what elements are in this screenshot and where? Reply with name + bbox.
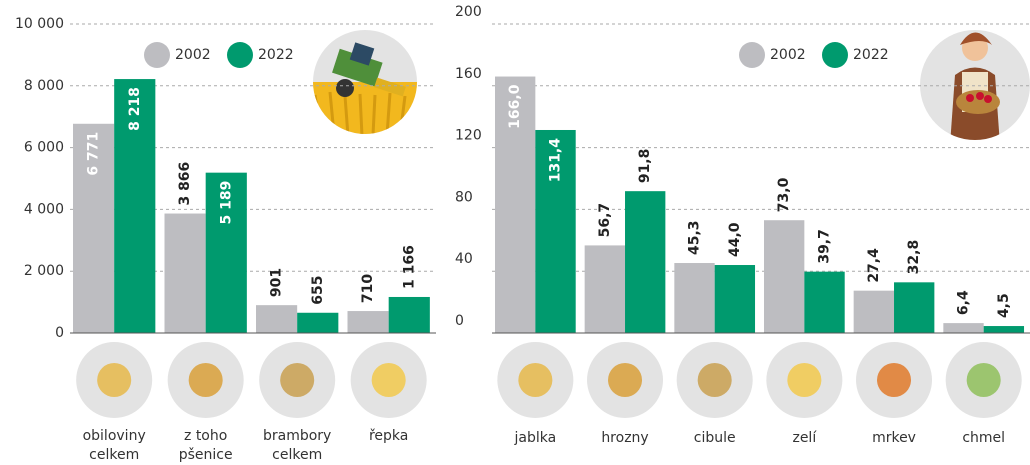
bar	[114, 79, 156, 333]
bar	[495, 76, 536, 333]
legend-swatch	[822, 42, 848, 68]
category-icon-detail	[787, 363, 822, 397]
bar	[347, 311, 389, 333]
bar	[943, 323, 984, 333]
y-tick-label: 0	[455, 313, 464, 329]
y-tick-label: 80	[455, 189, 473, 205]
bar	[764, 220, 805, 333]
x-tick-label: brambory	[263, 428, 331, 444]
y-tick-label: 2 000	[24, 263, 64, 279]
value-label: 73,0	[776, 177, 792, 212]
legend-label: 2002	[770, 47, 806, 63]
value-label: 710	[360, 274, 376, 303]
y-tick-label: 6 000	[24, 140, 64, 156]
value-label: 44,0	[727, 222, 743, 257]
value-label: 3 866	[177, 162, 193, 206]
bar	[625, 191, 666, 333]
bar	[297, 312, 339, 333]
bar	[535, 129, 576, 333]
bar	[714, 265, 756, 333]
legend-label: 2022	[258, 47, 294, 63]
x-tick-label: pšenice	[179, 447, 233, 463]
x-tick-label: celkem	[89, 447, 139, 463]
value-label: 45,3	[687, 220, 703, 255]
value-label: 91,8	[637, 149, 653, 184]
category-icon-detail	[371, 363, 406, 397]
bar	[164, 213, 206, 333]
x-tick-label: chmel	[962, 430, 1005, 446]
value-label: 4,5	[996, 293, 1012, 318]
category-icon-detail	[966, 363, 1001, 397]
bar	[674, 263, 715, 333]
value-label: 27,4	[866, 248, 882, 283]
y-tick-label: 200	[455, 4, 482, 20]
bar	[205, 172, 247, 333]
x-tick-label: mrkev	[872, 430, 916, 446]
y-tick-label: 160	[455, 66, 482, 82]
category-icon-detail	[188, 363, 223, 397]
bar	[73, 123, 115, 334]
bar	[256, 305, 298, 333]
y-tick-label: 8 000	[24, 78, 64, 94]
category-icon-detail	[608, 363, 643, 397]
bar	[388, 296, 430, 333]
category-icon-detail	[518, 363, 553, 397]
bar	[853, 290, 895, 333]
value-label: 6 771	[86, 132, 102, 176]
legend-swatch	[227, 42, 253, 68]
x-tick-label: zelí	[792, 430, 817, 446]
x-tick-label: celkem	[272, 447, 322, 463]
value-label: 32,8	[906, 240, 922, 275]
y-tick-label: 40	[455, 251, 473, 267]
legend-label: 2022	[853, 47, 889, 63]
legend-swatch	[144, 42, 170, 68]
value-label: 56,7	[597, 203, 613, 238]
value-label: 166,0	[507, 84, 523, 129]
x-tick-label: z toho	[184, 428, 227, 444]
value-label: 5 189	[218, 181, 234, 225]
x-tick-label: hrozny	[601, 430, 648, 446]
value-label: 39,7	[817, 229, 833, 264]
value-label: 655	[310, 276, 326, 305]
category-icon-detail	[877, 363, 912, 397]
y-tick-label: 0	[55, 325, 64, 341]
y-tick-label: 4 000	[24, 201, 64, 217]
value-label: 901	[269, 268, 285, 297]
x-tick-label: řepka	[369, 428, 408, 444]
bar	[584, 245, 626, 333]
value-label: 8 218	[127, 87, 143, 131]
category-icon-detail	[697, 363, 732, 397]
legend-swatch	[739, 42, 765, 68]
value-label: 131,4	[548, 138, 564, 183]
bar	[894, 282, 935, 333]
value-label: 6,4	[956, 290, 972, 315]
x-tick-label: jablka	[514, 430, 557, 446]
x-tick-label: cibule	[694, 430, 736, 446]
category-icon-detail	[280, 363, 315, 397]
value-label: 1 166	[401, 245, 417, 289]
x-tick-label: obiloviny	[83, 428, 146, 444]
illustration	[920, 30, 1030, 140]
legend-label: 2002	[175, 47, 211, 63]
category-icon-detail	[97, 363, 132, 397]
y-tick-label: 120	[455, 128, 482, 144]
bar	[983, 326, 1025, 333]
y-tick-label: 10 000	[15, 16, 64, 32]
bar	[804, 271, 845, 333]
